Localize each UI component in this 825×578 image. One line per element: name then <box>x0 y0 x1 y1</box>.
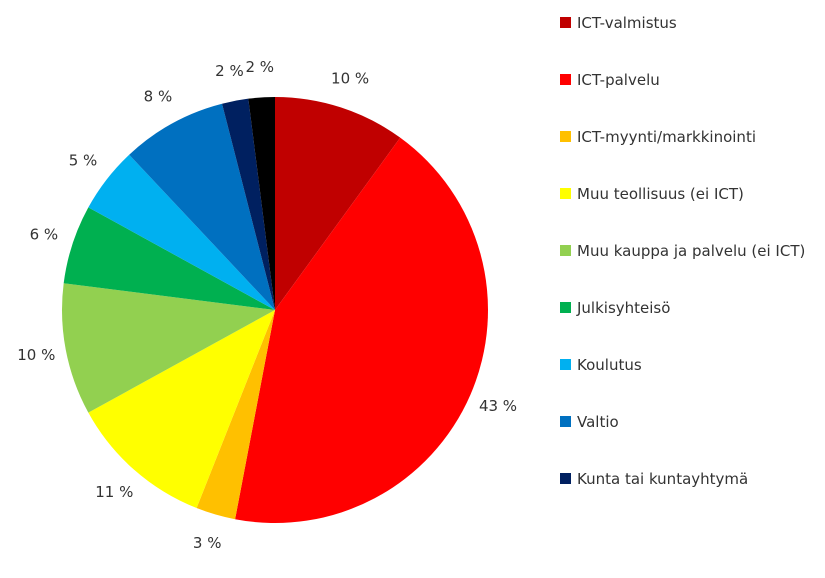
legend-label: ICT-myynti/markkinointi <box>577 128 756 146</box>
data-label: 10 % <box>17 346 55 364</box>
legend-swatch <box>560 245 571 256</box>
legend-swatch <box>560 473 571 484</box>
legend-swatch <box>560 188 571 199</box>
legend-item: ICT-palvelu <box>560 69 822 91</box>
legend-item: Kunta tai kuntayhtymä <box>560 468 822 490</box>
pie-slice <box>62 283 276 413</box>
legend-label: Koulutus <box>577 356 642 374</box>
data-label: 3 % <box>193 534 222 552</box>
legend-swatch <box>560 17 571 28</box>
pie-slice <box>196 310 275 520</box>
pie-slice <box>63 207 276 310</box>
legend-item: ICT-valmistus <box>560 12 822 34</box>
legend-label: Muu teollisuus (ei ICT) <box>577 185 744 203</box>
legend-swatch <box>560 416 571 427</box>
data-label: 5 % <box>69 152 98 170</box>
data-label: 8 % <box>144 88 173 106</box>
pie-slice <box>129 103 275 310</box>
legend-item: Julkisyhteisö <box>560 297 822 319</box>
legend-item: ICT-myynti/markkinointi <box>560 126 822 148</box>
data-label: 2 % <box>245 58 274 76</box>
legend-item: Muu kauppa ja palvelu (ei ICT) <box>560 240 822 262</box>
legend-swatch <box>560 359 571 370</box>
legend-label: ICT-valmistus <box>577 14 677 32</box>
pie-slice <box>235 137 488 523</box>
pie-slice <box>248 97 275 310</box>
legend-item: Valtio <box>560 411 822 433</box>
pie-slice <box>222 98 275 310</box>
pie-slice <box>88 154 275 310</box>
pie-slice <box>88 310 275 509</box>
pie-slice <box>275 97 401 310</box>
legend-swatch <box>560 74 571 85</box>
legend-label: Valtio <box>577 413 619 431</box>
legend-item: Koulutus <box>560 354 822 376</box>
data-label: 43 % <box>479 397 517 415</box>
legend-label: ICT-palvelu <box>577 71 660 89</box>
legend-swatch <box>560 302 571 313</box>
legend-label: Kunta tai kuntayhtymä <box>577 470 749 488</box>
data-label: 10 % <box>331 69 369 87</box>
data-label: 11 % <box>95 483 133 501</box>
legend-label: Muu kauppa ja palvelu (ei ICT) <box>577 242 806 260</box>
legend-swatch <box>560 131 571 142</box>
legend-item: Muu teollisuus (ei ICT) <box>560 183 822 205</box>
legend-label: Julkisyhteisö <box>577 299 671 317</box>
data-label: 2 % <box>215 62 244 80</box>
data-label: 6 % <box>30 225 59 243</box>
